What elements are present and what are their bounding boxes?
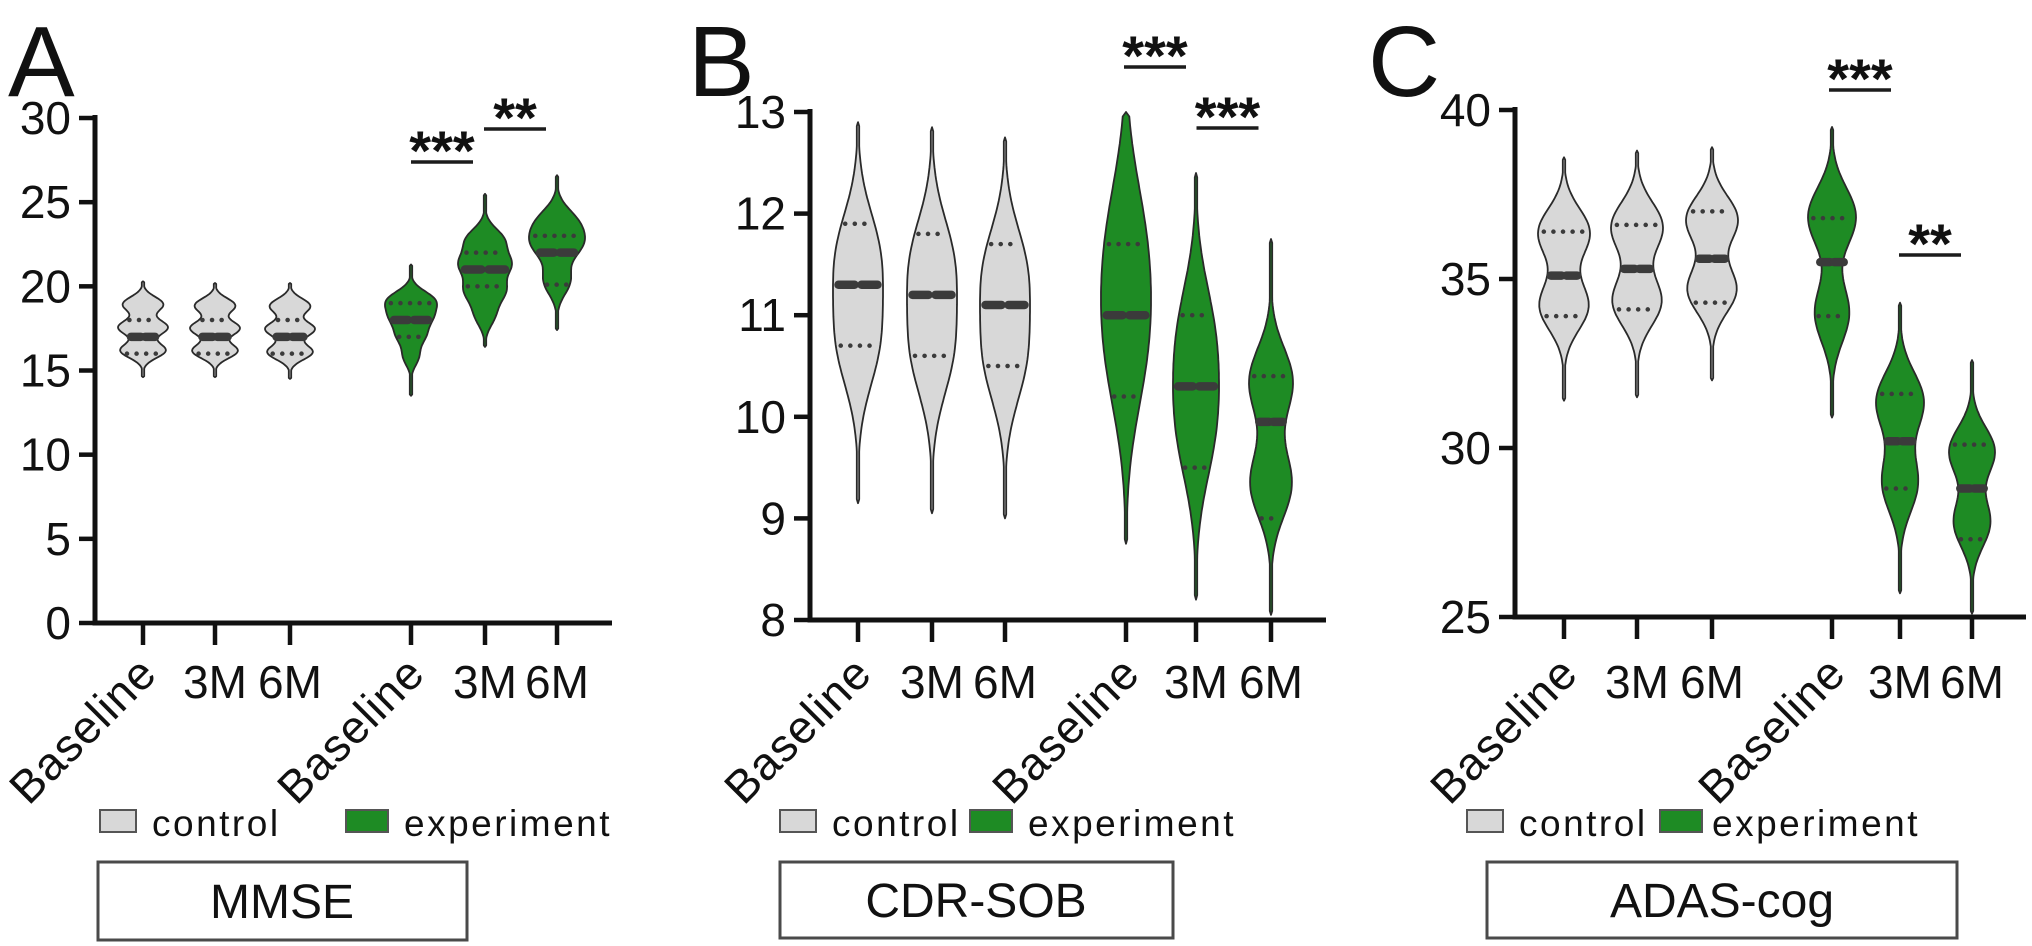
y-tick-label: 0: [45, 597, 71, 649]
panel-title-box: [96, 860, 469, 942]
y-tick-label: 25: [20, 176, 71, 228]
x-tick-label: 3M: [183, 656, 247, 708]
violin-control-baseline: [832, 121, 884, 505]
significance-stars: **: [493, 86, 537, 149]
violin-experiment-6m: [1248, 238, 1294, 616]
violin-experiment-baseline: [1100, 111, 1152, 545]
significance-stars: ***: [409, 119, 475, 182]
panel-title-box: [778, 860, 1175, 940]
violin-experiment-3m: [1875, 301, 1925, 595]
y-tick-label: 35: [1440, 253, 1491, 305]
significance-stars: ***: [1122, 24, 1188, 87]
y-tick-label: 40: [1440, 84, 1491, 136]
y-tick-label: 5: [45, 513, 71, 565]
x-tick-label: 3M: [453, 656, 517, 708]
legend-label-experiment: experiment: [404, 803, 612, 844]
legend-label-control: control: [152, 803, 281, 844]
panel-label: B: [688, 6, 755, 118]
y-tick-label: 20: [20, 260, 71, 312]
x-tick-label: 3M: [1605, 656, 1669, 708]
panel-title: ADAS-cog: [1610, 875, 1834, 928]
y-tick-label: 30: [1440, 422, 1491, 474]
y-tick-label: 8: [760, 594, 786, 646]
y-tick-label: 13: [735, 86, 786, 138]
x-tick-label: Baseline: [1420, 646, 1587, 813]
x-tick-label: 3M: [1164, 656, 1228, 708]
x-tick-label: 6M: [1940, 656, 2004, 708]
violin-experiment-baseline: [1807, 126, 1857, 419]
legend-swatch-control: [779, 809, 817, 833]
panel-title-box: [1485, 860, 1959, 940]
legend-label-control: control: [1519, 803, 1648, 844]
panel-label: A: [8, 6, 75, 118]
x-tick-label: 6M: [1239, 656, 1303, 708]
legend-label-control: control: [832, 803, 961, 844]
panel-label: C: [1368, 6, 1440, 118]
violin-control-3m: [1610, 149, 1664, 399]
x-tick-label: 6M: [258, 656, 322, 708]
legend-swatch-control: [99, 809, 137, 833]
panel-title: MMSE: [210, 876, 354, 929]
violin-control-6m: [979, 136, 1031, 520]
x-tick-label: Baseline: [714, 646, 881, 813]
violin-control-baseline: [117, 280, 169, 379]
y-tick-label: 9: [760, 492, 786, 544]
legend-label-experiment: experiment: [1712, 803, 1920, 844]
significance-stars: ***: [1827, 47, 1893, 110]
y-tick-label: 10: [735, 391, 786, 443]
x-tick-label: 6M: [973, 656, 1037, 708]
x-tick-label: 6M: [525, 656, 589, 708]
y-tick-label: 11: [738, 289, 786, 341]
legend-swatch-experiment: [1659, 809, 1703, 833]
y-tick-label: 12: [735, 188, 786, 240]
x-tick-label: 3M: [900, 656, 964, 708]
violin-control-6m: [1685, 146, 1739, 382]
x-tick-label: Baseline: [0, 646, 166, 813]
violin-control-3m: [906, 126, 958, 515]
x-tick-label: 3M: [1868, 656, 1932, 708]
legend-swatch-experiment: [345, 809, 389, 833]
x-tick-label: 6M: [1680, 656, 1744, 708]
violin-control-3m: [189, 282, 241, 379]
y-tick-label: 25: [1440, 591, 1491, 643]
legend-swatch-experiment: [969, 809, 1013, 833]
significance-stars: ***: [1195, 85, 1261, 148]
y-tick-label: 15: [20, 345, 71, 397]
y-tick-label: 10: [20, 429, 71, 481]
significance-stars: **: [1908, 212, 1952, 275]
y-tick-label: 30: [20, 92, 71, 144]
violin-experiment-baseline: [384, 263, 438, 397]
panel-title: CDR-SOB: [865, 875, 1086, 928]
violin-control-6m: [264, 282, 316, 380]
legend-swatch-control: [1466, 809, 1504, 833]
legend-label-experiment: experiment: [1028, 803, 1236, 844]
